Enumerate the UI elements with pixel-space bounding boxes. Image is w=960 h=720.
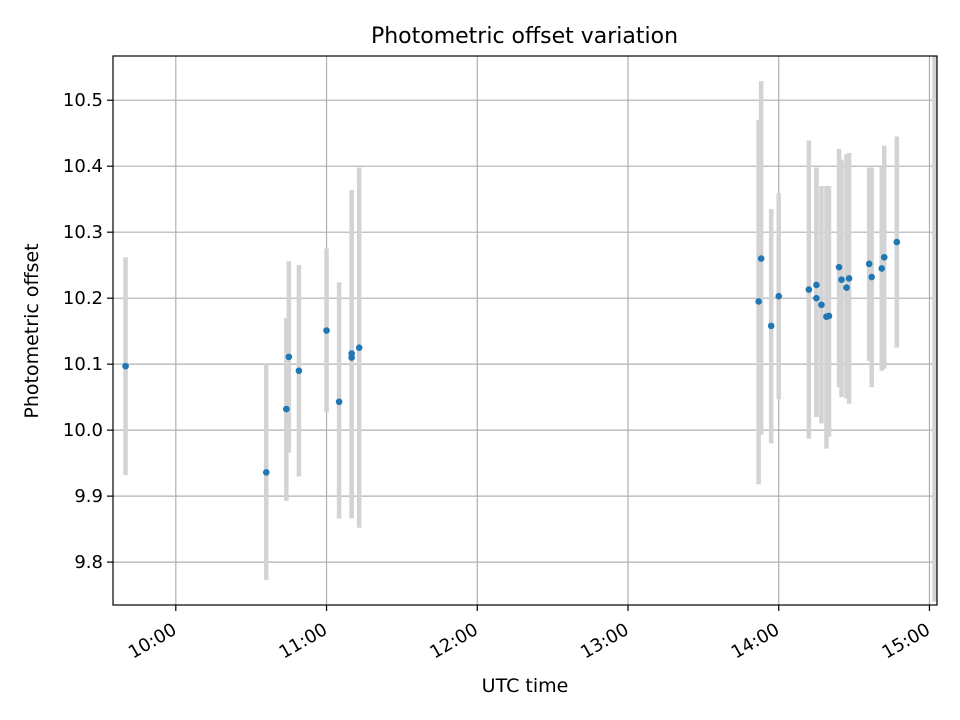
x-tick-label: 14:00: [728, 619, 783, 663]
y-axis: 9.8 9.9 10.0 10.1 10.2 10.3 10.4 10.5: [63, 90, 113, 573]
data-point: [813, 294, 820, 302]
data-point: [813, 281, 820, 289]
plot-frame: [112, 55, 938, 606]
data-point: [825, 312, 833, 320]
y-tick-label: 10.3: [63, 222, 103, 243]
y-tick-label: 10.4: [63, 156, 103, 177]
data-point: [348, 350, 355, 357]
data-point: [835, 263, 843, 271]
data-point: [295, 367, 303, 375]
x-axis-label: UTC time: [482, 675, 569, 697]
data-point: [323, 327, 330, 334]
x-axis: 10:00 11:00 12:00 13:00 14:00 15:00: [125, 605, 934, 663]
data-point: [262, 469, 270, 476]
grid: [113, 56, 937, 605]
y-tick-label: 9.9: [74, 486, 103, 507]
data-point: [755, 298, 762, 305]
data-point: [335, 398, 343, 406]
y-tick-label: 10.1: [63, 354, 103, 375]
data-point: [283, 405, 290, 413]
x-tick-label: 12:00: [426, 619, 481, 663]
data-point: [893, 238, 901, 246]
x-tick-label: 10:00: [125, 619, 180, 663]
y-tick-label: 10.2: [63, 288, 103, 309]
y-axis-label: Photometric offset: [21, 243, 43, 418]
y-tick-label: 9.8: [74, 552, 103, 573]
data-point: [355, 344, 363, 351]
data-point: [868, 273, 875, 281]
x-tick-label: 11:00: [276, 619, 331, 663]
data-point: [843, 284, 850, 291]
x-tick-label: 15:00: [879, 619, 934, 663]
data-point: [838, 276, 845, 283]
data-points: [122, 238, 901, 476]
data-point: [845, 275, 853, 282]
error-bars: [123, 56, 937, 602]
x-tick-label: 13:00: [577, 619, 632, 663]
data-point: [285, 353, 293, 361]
y-tick-label: 10.5: [63, 90, 103, 111]
data-point: [865, 260, 873, 268]
data-point: [757, 255, 765, 262]
data-point: [767, 322, 775, 330]
y-tick-label: 10.0: [63, 420, 103, 441]
data-point: [818, 301, 825, 309]
data-point: [122, 362, 129, 370]
data-point: [878, 265, 886, 272]
data-point: [805, 286, 813, 293]
data-point: [880, 253, 888, 261]
chart-title: Photometric offset variation: [371, 24, 678, 49]
data-point: [775, 292, 783, 300]
